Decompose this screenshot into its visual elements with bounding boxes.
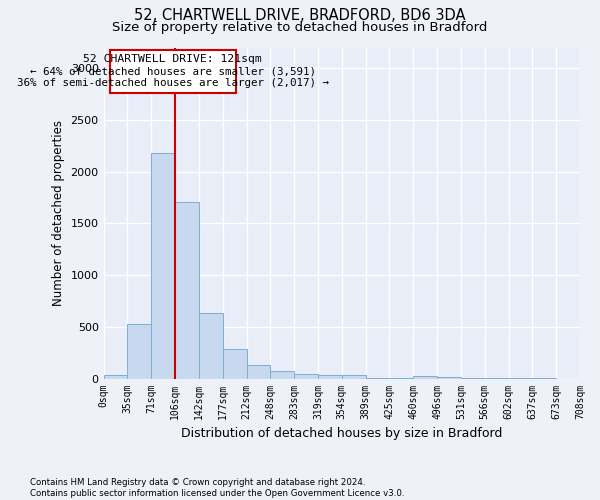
Text: Size of property relative to detached houses in Bradford: Size of property relative to detached ho… [112,21,488,34]
Bar [223,348,247,378]
FancyBboxPatch shape [110,50,236,93]
Bar [151,152,175,378]
Bar [199,313,223,378]
Bar [437,377,461,378]
Text: ← 64% of detached houses are smaller (3,591): ← 64% of detached houses are smaller (3,… [29,66,316,76]
Bar [247,365,271,378]
Text: 36% of semi-detached houses are larger (2,017) →: 36% of semi-detached houses are larger (… [17,78,329,88]
Bar [294,374,318,378]
Text: 52 CHARTWELL DRIVE: 121sqm: 52 CHARTWELL DRIVE: 121sqm [83,54,262,64]
X-axis label: Distribution of detached houses by size in Bradford: Distribution of detached houses by size … [181,427,502,440]
Bar [104,376,127,378]
Bar [175,202,199,378]
Text: Contains HM Land Registry data © Crown copyright and database right 2024.
Contai: Contains HM Land Registry data © Crown c… [30,478,404,498]
Bar [413,376,437,378]
Bar [127,324,151,378]
Bar [271,371,294,378]
Text: 52, CHARTWELL DRIVE, BRADFORD, BD6 3DA: 52, CHARTWELL DRIVE, BRADFORD, BD6 3DA [134,8,466,22]
Y-axis label: Number of detached properties: Number of detached properties [52,120,65,306]
Bar [342,376,365,378]
Bar [318,375,342,378]
